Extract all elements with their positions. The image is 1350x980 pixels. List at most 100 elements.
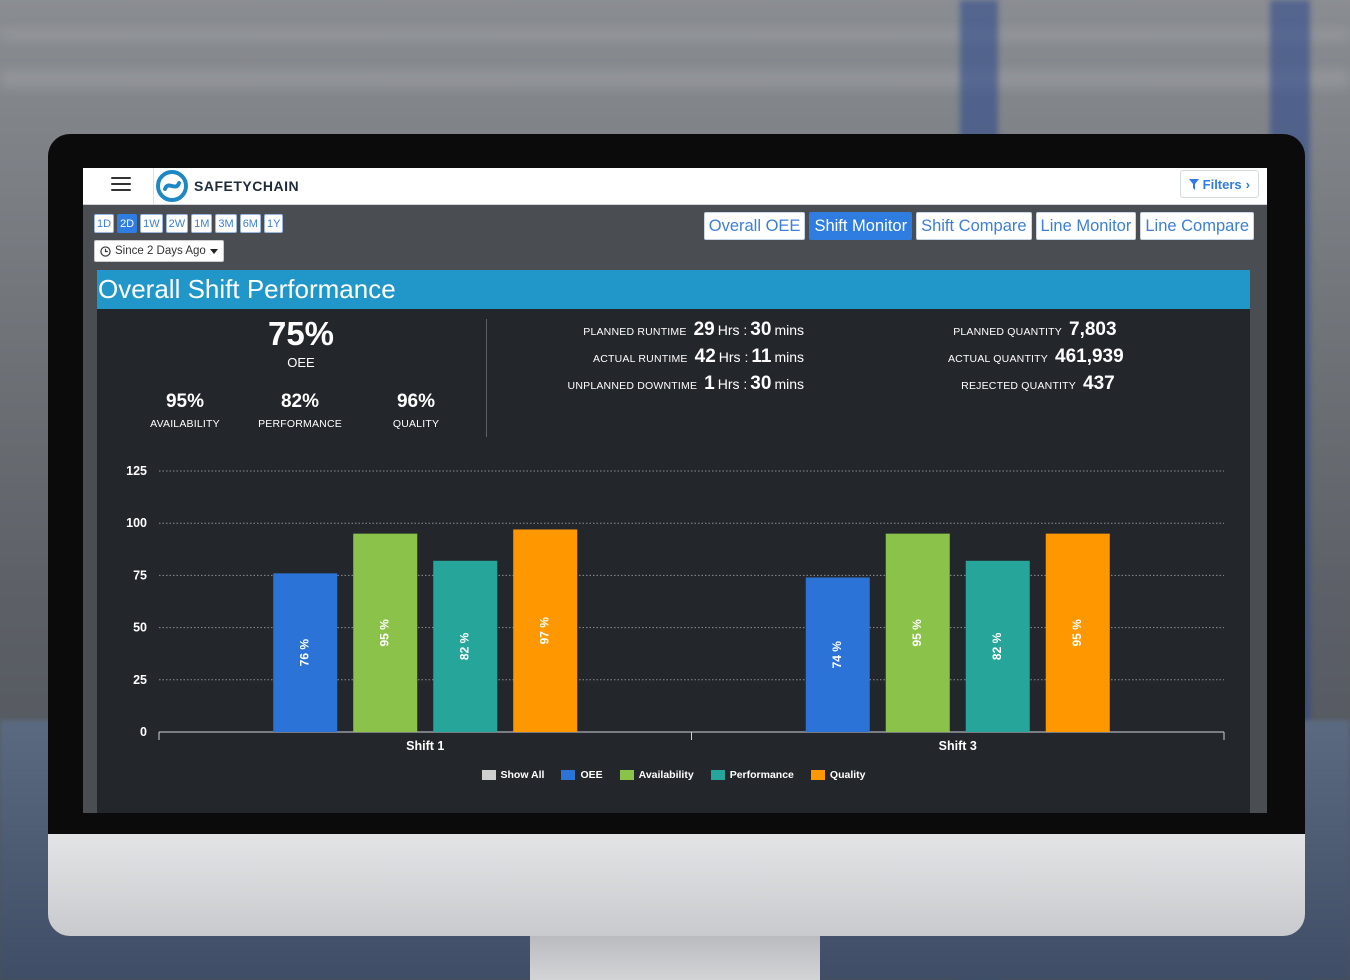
bar-value-label: 97 % — [537, 617, 551, 645]
oee-value: 75% — [267, 315, 335, 352]
tab-shift-monitor[interactable]: Shift Monitor — [809, 212, 913, 240]
legend-item-performance[interactable]: Performance — [710, 769, 794, 781]
quality-label: QUALITY — [392, 418, 440, 430]
availability-metric: 95% AVAILABILITY — [130, 391, 240, 430]
y-tick-label: 50 — [133, 621, 147, 635]
tab-line-monitor[interactable]: Line Monitor — [1035, 212, 1137, 240]
shift-performance-chart: 0 25 50 75 100 125 Shift 1 76 % 95 % 82 % 97 % Shif… — [126, 464, 1225, 753]
planned-runtime-hrs: 29 — [693, 319, 715, 340]
bar-availability — [353, 533, 418, 732]
legend-swatch — [561, 770, 576, 780]
monitor-chin — [48, 834, 1305, 936]
planned-runtime-mins: 30 — [750, 319, 772, 340]
bar-oee — [805, 577, 870, 732]
time-range-group: 1D 2D 1W 2W 1M 3M 6M 1Y — [94, 214, 284, 233]
chart-legend: Show All OEE Availability Performance Qualit… — [97, 769, 1250, 781]
filters-button[interactable]: Filters › — [1179, 170, 1259, 198]
since-label: Since 2 Days Ago — [115, 245, 206, 257]
rejected-quantity-label: REJECTED QUANTITY — [961, 380, 1076, 392]
actual-runtime-row: ACTUAL RUNTIME 42 Hrs : 11 mins — [537, 346, 807, 373]
bar-performance — [433, 560, 498, 732]
safetychain-logo-icon — [156, 170, 188, 202]
legend-swatch — [481, 770, 496, 780]
performance-label: PERFORMANCE — [258, 418, 342, 430]
planned-runtime-label: PLANNED RUNTIME — [583, 326, 687, 338]
legend-swatch — [619, 770, 634, 780]
range-button-2d[interactable]: 2D — [117, 214, 138, 233]
legend-label: OEE — [580, 769, 603, 781]
range-button-1w[interactable]: 1W — [140, 214, 163, 233]
y-tick-label: 25 — [133, 673, 147, 687]
planned-quantity-label: PLANNED QUANTITY — [953, 326, 1062, 338]
performance-metric: 82% PERFORMANCE — [245, 391, 355, 430]
legend-swatch — [710, 770, 725, 780]
unplanned-downtime-hrs: 1 — [704, 373, 715, 394]
bar-value-label: 95 % — [377, 619, 391, 647]
legend-label: Performance — [729, 769, 794, 781]
hrs-unit: Hrs : — [718, 349, 749, 365]
performance-panel: 75% OEE 95% AVAILABILITY 82% PERFORMANCE… — [97, 309, 1250, 813]
since-dropdown[interactable]: Since 2 Days Ago — [94, 240, 224, 262]
oee-label: OEE — [287, 355, 315, 370]
legend-label: Quality — [829, 769, 866, 781]
quantity-stats: PLANNED QUANTITY 7,803 ACTUAL QUANTITY 4… — [907, 319, 1133, 400]
oee-summary: 75% OEE 95% AVAILABILITY 82% PERFORMANCE… — [97, 309, 487, 439]
range-button-6m[interactable]: 6M — [239, 214, 261, 233]
y-tick-label: 0 — [140, 725, 147, 739]
brand-name: SAFETYCHAIN — [194, 178, 300, 194]
bar-performance — [965, 560, 1030, 732]
y-tick-label: 125 — [126, 464, 147, 478]
planned-quantity-value: 7,803 — [1069, 319, 1117, 340]
y-tick-label: 100 — [126, 516, 147, 530]
caret-down-icon — [209, 248, 218, 254]
clock-icon — [100, 245, 111, 257]
legend-item-quality[interactable]: Quality — [810, 769, 866, 781]
availability-value: 95% — [165, 391, 205, 412]
brand-logo: SAFETYCHAIN — [153, 168, 299, 204]
bar-value-label: 82 % — [457, 632, 471, 660]
range-button-1d[interactable]: 1D — [94, 214, 115, 233]
bar-value-label: 82 % — [990, 632, 1004, 660]
y-tick-label: 75 — [133, 568, 147, 582]
tab-shift-compare[interactable]: Shift Compare — [916, 212, 1032, 240]
funnel-icon — [1188, 178, 1199, 190]
range-button-1y[interactable]: 1Y — [263, 214, 284, 233]
range-button-2w[interactable]: 2W — [165, 214, 189, 233]
view-tabs: Overall OEE Shift Monitor Shift Compare Lin… — [703, 212, 1254, 240]
filters-label: Filters — [1202, 176, 1242, 192]
quality-value: 96% — [396, 391, 436, 412]
actual-quantity-label: ACTUAL QUANTITY — [947, 353, 1048, 365]
actual-runtime-hrs: 42 — [694, 346, 716, 367]
rejected-quantity-value: 437 — [1083, 373, 1115, 394]
bar-value-label: 74 % — [830, 641, 844, 669]
legend-swatch — [810, 770, 825, 780]
bar-quality — [513, 529, 578, 732]
actual-runtime-label: ACTUAL RUNTIME — [593, 353, 688, 365]
hrs-unit: Hrs : — [717, 322, 748, 338]
top-navbar: SAFETYCHAIN Filters › — [83, 168, 1267, 205]
tab-overall-oee[interactable]: Overall OEE — [703, 212, 806, 240]
legend-item-availability[interactable]: Availability — [619, 769, 694, 781]
panel-title: Overall Shift Performance — [97, 270, 1250, 309]
planned-quantity-row: PLANNED QUANTITY 7,803 — [907, 319, 1133, 346]
planned-runtime-row: PLANNED RUNTIME 29 Hrs : 30 mins — [537, 319, 807, 346]
tab-line-compare[interactable]: Line Compare — [1140, 212, 1254, 240]
hrs-unit: Hrs : — [717, 376, 748, 392]
chevron-right-icon: › — [1245, 176, 1250, 192]
bar-quality — [1045, 533, 1110, 732]
x-category-label: Shift 3 — [939, 739, 977, 753]
legend-item-oee[interactable]: OEE — [561, 769, 603, 781]
range-button-1m[interactable]: 1M — [191, 214, 213, 233]
x-category-label: Shift 1 — [406, 739, 444, 753]
bar-value-label: 95 % — [1070, 619, 1084, 647]
range-button-3m[interactable]: 3M — [215, 214, 237, 233]
mins-unit: mins — [774, 349, 804, 365]
quality-metric: 96% QUALITY — [361, 391, 471, 430]
menu-icon[interactable] — [111, 174, 131, 194]
actual-quantity-value: 461,939 — [1055, 346, 1124, 367]
runtime-stats: PLANNED RUNTIME 29 Hrs : 30 mins ACTUAL … — [537, 319, 807, 400]
legend-item-show-all[interactable]: Show All — [481, 769, 544, 781]
legend-label: Availability — [638, 769, 694, 781]
actual-runtime-mins: 11 — [751, 346, 772, 367]
mins-unit: mins — [774, 376, 804, 392]
